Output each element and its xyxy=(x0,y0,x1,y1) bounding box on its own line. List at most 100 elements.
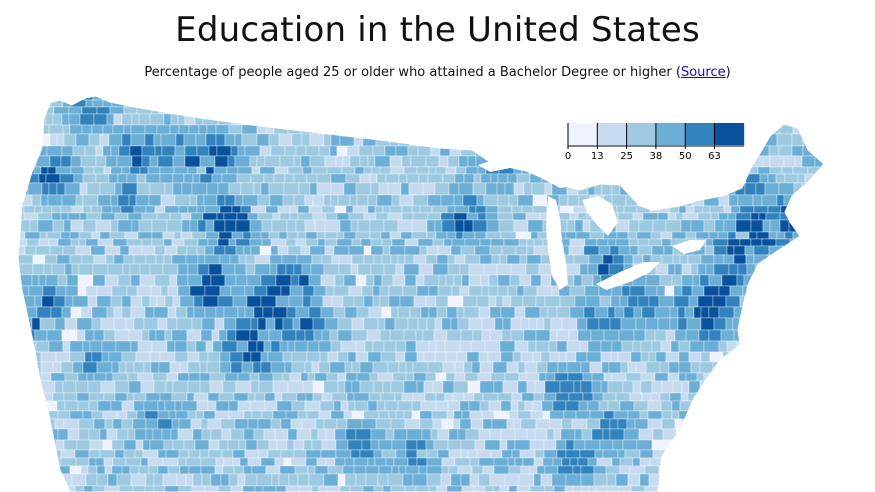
county-cell xyxy=(743,329,754,342)
county-cells xyxy=(18,96,850,492)
county-cell xyxy=(523,182,533,196)
county-cell xyxy=(153,380,167,394)
county-cell xyxy=(403,263,420,276)
county-cell xyxy=(64,317,78,331)
county-cell xyxy=(468,263,485,276)
county-cell xyxy=(513,418,522,430)
county-cell xyxy=(441,465,450,475)
county-cell xyxy=(642,166,651,175)
county-cell xyxy=(695,182,712,196)
county-cell xyxy=(234,155,251,168)
county-cell xyxy=(437,428,450,441)
county-cell xyxy=(215,457,225,467)
county-cell xyxy=(178,449,190,459)
county-cell xyxy=(381,449,397,459)
county-cell xyxy=(207,106,221,115)
county-cell xyxy=(731,428,747,441)
county-cell xyxy=(450,317,459,331)
county-cell xyxy=(171,238,185,247)
county-cell xyxy=(632,380,642,394)
legend-swatch xyxy=(626,123,657,145)
county-cell xyxy=(580,361,591,374)
county-cell xyxy=(686,317,702,331)
county-cell xyxy=(508,194,519,207)
county-cell xyxy=(482,145,496,157)
county-cell xyxy=(459,285,470,297)
county-cell xyxy=(438,155,449,168)
county-cell xyxy=(228,124,243,135)
county-cell xyxy=(139,263,151,276)
county-cell xyxy=(764,439,779,451)
county-cell xyxy=(807,254,824,265)
county-cell xyxy=(251,410,263,420)
county-cell xyxy=(468,205,477,214)
county-cell xyxy=(78,263,94,276)
county-cell xyxy=(814,96,824,101)
county-cell xyxy=(439,106,451,115)
county-cell xyxy=(141,155,151,168)
county-cell xyxy=(439,145,451,157)
county-cell xyxy=(750,212,760,221)
county-cell xyxy=(247,340,258,353)
county-cell xyxy=(80,306,93,319)
county-cell xyxy=(69,410,84,420)
county-cell xyxy=(482,392,499,402)
county-cell xyxy=(401,212,414,221)
county-cell xyxy=(833,246,847,255)
county-cell xyxy=(501,245,517,256)
county-cell xyxy=(717,231,729,240)
county-cell xyxy=(684,96,699,101)
county-cell xyxy=(149,263,164,276)
county-cell xyxy=(775,295,784,308)
county-cell xyxy=(444,340,461,353)
county-cell xyxy=(836,318,850,330)
county-cell xyxy=(633,329,646,342)
county-cell xyxy=(18,428,23,441)
county-cell xyxy=(448,124,457,135)
county-cell xyxy=(529,439,545,451)
county-cell xyxy=(442,380,455,394)
county-cell xyxy=(187,263,199,276)
source-link[interactable]: Source xyxy=(680,65,726,80)
county-cell xyxy=(661,418,676,430)
county-cell xyxy=(230,428,245,441)
county-cell xyxy=(428,340,437,353)
county-cell xyxy=(731,380,745,394)
county-cell xyxy=(622,106,635,115)
county-cell xyxy=(671,231,687,240)
county-cell xyxy=(413,372,427,382)
county-cell xyxy=(83,485,94,492)
county-cell xyxy=(329,361,346,374)
county-cell xyxy=(715,473,730,487)
county-cell xyxy=(723,219,737,233)
county-cell xyxy=(530,410,544,420)
county-cell xyxy=(270,361,286,374)
county-cell xyxy=(680,106,692,115)
county-cell xyxy=(249,238,263,247)
county-cell xyxy=(204,205,221,214)
county-cell xyxy=(830,134,840,146)
county-cell xyxy=(28,410,44,420)
county-cell xyxy=(793,212,805,221)
county-cell xyxy=(530,231,539,240)
county-cell xyxy=(231,205,242,214)
county-cell xyxy=(132,485,146,492)
county-cell xyxy=(444,392,454,402)
county-cell xyxy=(555,133,569,147)
county-cell xyxy=(594,449,604,459)
county-cell xyxy=(700,351,711,363)
county-cell xyxy=(298,182,311,196)
county-cell xyxy=(822,254,824,265)
county-cell xyxy=(377,372,394,382)
county-cell xyxy=(95,173,110,184)
county-cell xyxy=(21,99,30,108)
county-cell xyxy=(316,182,332,196)
county-cell xyxy=(175,133,185,147)
county-cell xyxy=(641,306,656,319)
county-cell xyxy=(235,274,248,287)
county-cell xyxy=(384,400,399,412)
county-cell xyxy=(755,263,771,276)
county-cell xyxy=(644,182,654,196)
county-cell xyxy=(228,473,239,487)
county-cell xyxy=(211,329,220,342)
